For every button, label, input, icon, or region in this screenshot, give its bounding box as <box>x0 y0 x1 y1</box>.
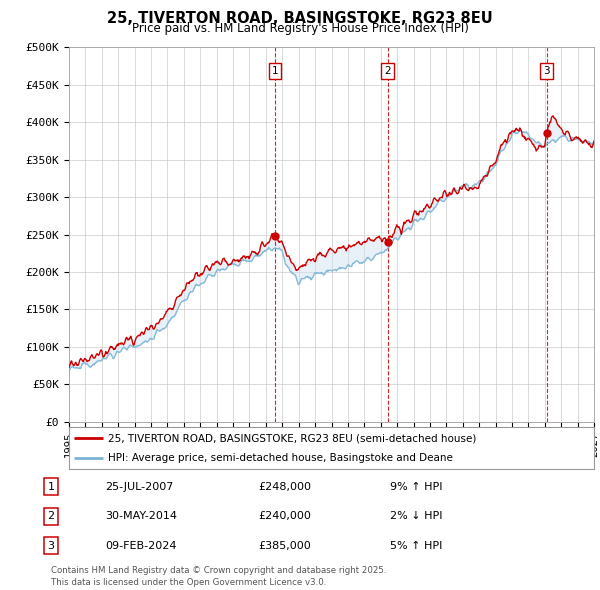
Text: 2% ↓ HPI: 2% ↓ HPI <box>390 512 443 521</box>
Text: 25, TIVERTON ROAD, BASINGSTOKE, RG23 8EU (semi-detached house): 25, TIVERTON ROAD, BASINGSTOKE, RG23 8EU… <box>109 434 477 444</box>
Text: 5% ↑ HPI: 5% ↑ HPI <box>390 541 442 550</box>
Text: 30-MAY-2014: 30-MAY-2014 <box>105 512 177 521</box>
Text: 25, TIVERTON ROAD, BASINGSTOKE, RG23 8EU: 25, TIVERTON ROAD, BASINGSTOKE, RG23 8EU <box>107 11 493 25</box>
Text: £385,000: £385,000 <box>258 541 311 550</box>
Text: 09-FEB-2024: 09-FEB-2024 <box>105 541 176 550</box>
Text: 3: 3 <box>47 541 55 550</box>
Text: 2: 2 <box>47 512 55 521</box>
Text: 9% ↑ HPI: 9% ↑ HPI <box>390 482 443 491</box>
Text: 1: 1 <box>47 482 55 491</box>
Text: 25-JUL-2007: 25-JUL-2007 <box>105 482 173 491</box>
Text: 3: 3 <box>543 66 550 76</box>
Text: £248,000: £248,000 <box>258 482 311 491</box>
Text: HPI: Average price, semi-detached house, Basingstoke and Deane: HPI: Average price, semi-detached house,… <box>109 454 453 463</box>
Text: Price paid vs. HM Land Registry's House Price Index (HPI): Price paid vs. HM Land Registry's House … <box>131 22 469 35</box>
Text: £240,000: £240,000 <box>258 512 311 521</box>
Text: 2: 2 <box>384 66 391 76</box>
Text: Contains HM Land Registry data © Crown copyright and database right 2025.
This d: Contains HM Land Registry data © Crown c… <box>51 566 386 587</box>
Text: 1: 1 <box>272 66 278 76</box>
